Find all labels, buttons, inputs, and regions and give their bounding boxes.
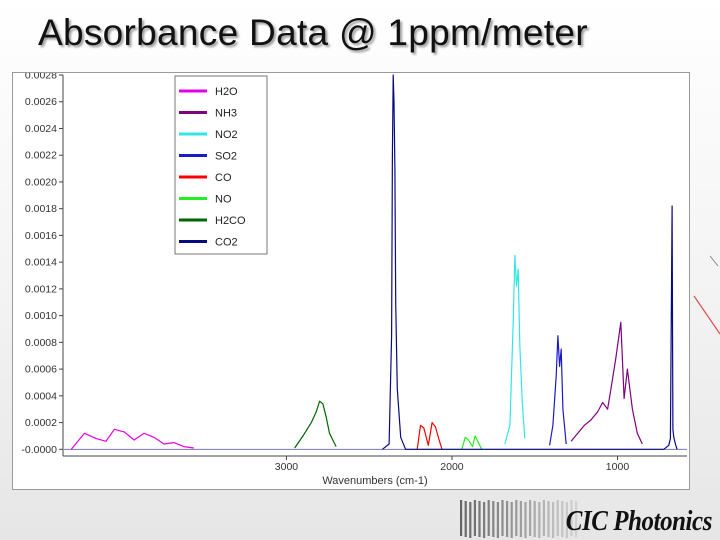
y-tick-label: 0.0028 <box>25 73 57 82</box>
legend-label: CO2 <box>215 237 238 249</box>
legend-label: H2O <box>215 86 238 98</box>
x-tick-label: 3000 <box>275 461 299 473</box>
legend-label: CO <box>215 172 232 184</box>
series-line-h2co <box>294 400 337 449</box>
y-tick-label: 0.0010 <box>25 310 57 322</box>
logo-stripe <box>538 502 541 538</box>
legend-box <box>174 75 268 255</box>
decorative-stroke-icon <box>693 255 720 335</box>
logo-stripe <box>460 500 463 536</box>
logo-stripe <box>487 500 490 536</box>
y-tick-label: 0.0020 <box>25 176 57 188</box>
logo-stripe <box>547 501 550 537</box>
logo-stripe <box>556 500 559 536</box>
y-tick-label: 0.0026 <box>25 96 57 108</box>
y-tick-label: 0.0008 <box>25 337 57 349</box>
slide-title: Absorbance Data @ 1ppm/meter <box>38 12 588 53</box>
y-tick-label: 0.0024 <box>25 123 57 135</box>
logo-stripe <box>515 500 518 536</box>
y-tick-label: -0.0000 <box>21 444 57 456</box>
logo-stripe <box>501 500 504 536</box>
y-tick-label: 0.0016 <box>25 230 57 242</box>
y-tick-label: 0.0022 <box>25 150 57 162</box>
legend-label: H2CO <box>215 215 246 227</box>
logo-stripe <box>473 500 476 536</box>
legend-label: NH3 <box>215 108 237 120</box>
legend-label: NO <box>215 194 232 206</box>
logo-stripe <box>496 502 499 538</box>
y-tick-label: 0.0018 <box>25 203 57 215</box>
series-line-no2 <box>504 254 526 445</box>
y-tick-label: 0.0004 <box>25 390 57 402</box>
logo-stripe <box>478 501 481 537</box>
logo-stripe <box>552 502 555 538</box>
series-line-co <box>416 422 443 450</box>
logo-stripe <box>542 500 545 536</box>
logo-stripe <box>575 501 578 537</box>
logo-stripe <box>492 501 495 537</box>
x-tick-label: 2000 <box>440 461 464 473</box>
series-line-no <box>461 435 483 450</box>
legend-label: SO2 <box>215 151 237 163</box>
x-tick-label: 1000 <box>606 461 630 473</box>
logo-stripe <box>483 502 486 538</box>
logo-stripe <box>464 501 467 537</box>
logo-stripes-icon <box>460 500 578 538</box>
chart-svg: 0.0028 0.0026 0.0024 0.0022 0.0020 0.0018 0.00… <box>21 73 687 487</box>
spectrum-chart: 0.0028 0.0026 0.0024 0.0022 0.0020 0.0018 0.00… <box>12 72 690 490</box>
y-tick-label: 0.0012 <box>25 283 57 295</box>
y-tick-label: 0.0014 <box>25 257 57 269</box>
logo-stripe <box>524 502 527 538</box>
logo-stripe <box>533 501 536 537</box>
x-axis-label: Wavenumbers (cm-1) <box>322 475 427 487</box>
logo-stripe <box>565 502 568 538</box>
logo-stripe <box>506 501 509 537</box>
series-line-nh3 <box>570 321 643 445</box>
legend-label: NO2 <box>215 129 238 141</box>
y-tick-label: 0.0006 <box>25 364 57 376</box>
logo-stripe <box>510 502 513 538</box>
logo-stripe <box>570 500 573 536</box>
logo-stripe <box>519 501 522 537</box>
company-logo-text: CIC Photonics <box>565 505 713 537</box>
logo-stripe <box>469 502 472 538</box>
logo-stripe <box>561 501 564 537</box>
series-line-co2 <box>382 74 678 450</box>
series-line-h2o <box>70 428 194 450</box>
series-line-so2 <box>549 335 567 446</box>
logo-stripe <box>529 500 532 536</box>
y-tick-label: 0.0002 <box>25 417 57 429</box>
